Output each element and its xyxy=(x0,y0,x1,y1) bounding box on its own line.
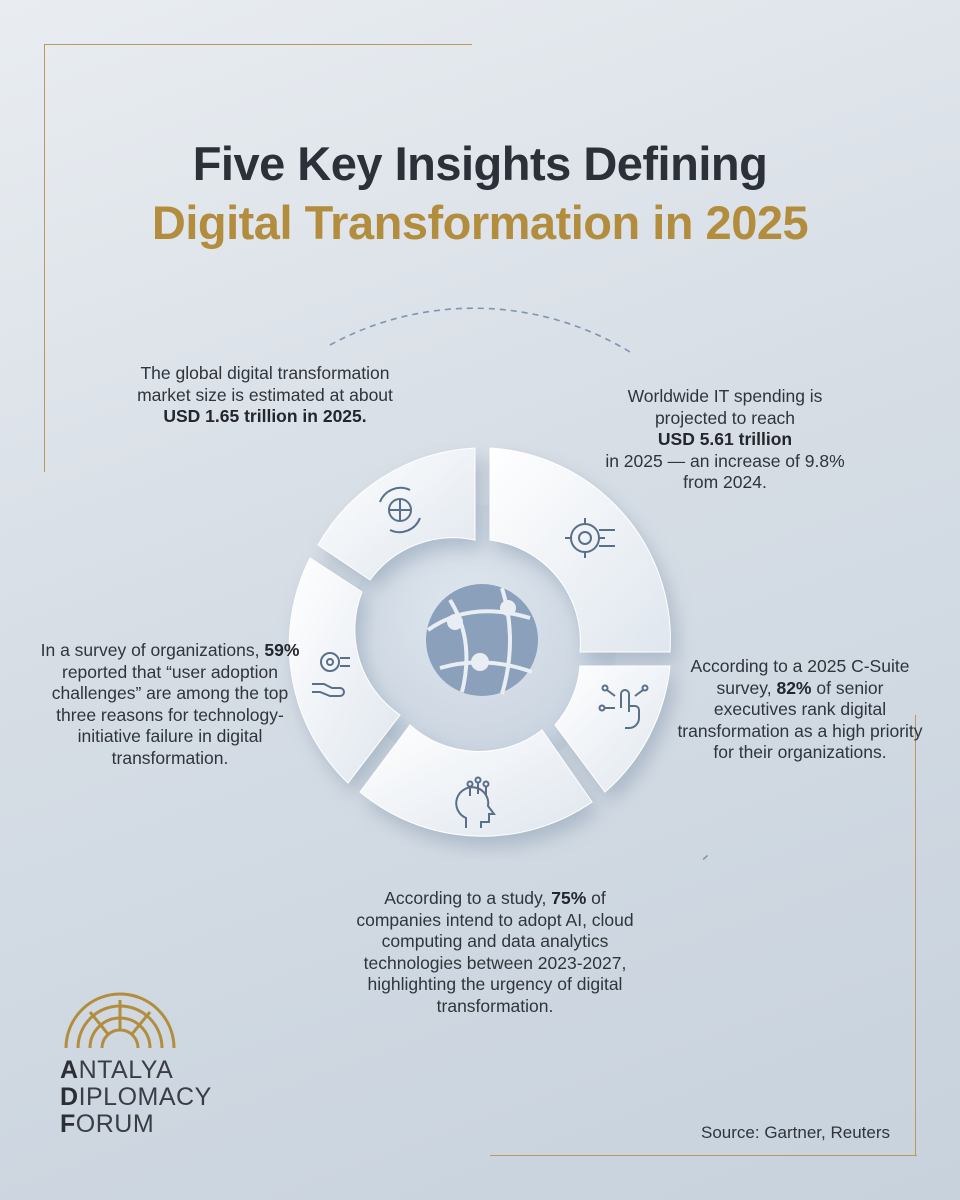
frame-line-left xyxy=(44,44,45,472)
logo-cap-f: F xyxy=(60,1110,76,1138)
insight-ai-cloud: According to a study, 75% of companies i… xyxy=(350,888,640,1017)
insight-market-size: The global digital transformation market… xyxy=(120,363,410,428)
insight-it-spending-text-end: in 2025 — an increase of 9.8% from 2024. xyxy=(605,450,845,493)
insight-it-spending: Worldwide IT spending is projected to re… xyxy=(590,386,860,494)
logo-line-diplomacy: DIPLOMACY xyxy=(60,1084,280,1111)
dashed-arc-bottom-left xyxy=(240,840,362,860)
frame-line-top xyxy=(44,44,472,45)
title-line-2: Digital Transformation in 2025 xyxy=(151,196,809,249)
ring-segment-it-spending xyxy=(489,447,671,653)
insights-ring-diagram xyxy=(240,307,709,860)
logo-rest-forum: ORUM xyxy=(75,1110,155,1138)
brain-head-icon xyxy=(455,776,496,828)
insight-csuite-survey-value: 82% xyxy=(776,677,812,698)
insight-market-size-value: USD 1.65 trillion in 2025. xyxy=(163,406,367,426)
frame-line-right xyxy=(915,715,916,1155)
ring-segment-market-size xyxy=(317,447,476,581)
logo-cap-d: D xyxy=(60,1083,79,1111)
logo-line-forum: FORUM xyxy=(60,1111,280,1138)
logo-line-antalya: ANTALYA xyxy=(60,1057,280,1084)
insight-user-adoption-text-end: reported that “user adoption challenges”… xyxy=(51,661,289,768)
insight-ai-cloud-value: 75% xyxy=(551,888,587,908)
insight-csuite-survey-text: According to a 2025 C-Suite survey, xyxy=(690,656,910,698)
insight-ai-cloud-text: According to a study, xyxy=(384,888,547,908)
insight-csuite-survey: According to a 2025 C-Suite survey, 82% … xyxy=(675,656,925,764)
insight-it-spending-text: Worldwide IT spending is projected to re… xyxy=(627,386,823,428)
dashed-arc-top xyxy=(329,307,631,353)
logo-rest-diplomacy: IPLOMACY xyxy=(78,1083,212,1111)
antalya-diplomacy-forum-logo: ANTALYA DIPLOMACY FORUM xyxy=(60,990,280,1138)
ring-segment-user-adoption xyxy=(288,557,401,784)
globe-cycle-icon xyxy=(379,486,421,534)
gear-network-icon xyxy=(565,518,615,558)
dashed-arc-bottom-right xyxy=(701,854,709,860)
insight-market-size-text: The global digital transformation market… xyxy=(137,363,393,405)
hand-gear-icon xyxy=(312,652,350,697)
insight-it-spending-value: USD 5.61 trillion xyxy=(657,429,793,449)
logo-cap-a: A xyxy=(60,1056,79,1084)
insight-user-adoption-value: 59% xyxy=(264,640,300,660)
insight-csuite-survey-text-end: of senior executives rank digital transf… xyxy=(677,677,923,763)
insight-user-adoption: In a survey of organizations, 59% report… xyxy=(40,640,300,769)
globe-network-icon xyxy=(426,584,538,696)
logo-rest-antalya: NTALYA xyxy=(78,1056,174,1084)
forum-arch-icon xyxy=(64,992,176,1049)
insight-ai-cloud-text-end: of companies intend to adopt AI, cloud c… xyxy=(356,888,634,1016)
ring-segment-csuite-survey xyxy=(554,665,671,793)
source-credit: Source: Gartner, Reuters xyxy=(701,1123,890,1142)
title-line-1: Five Key Insights Defining xyxy=(192,137,768,190)
touch-network-icon xyxy=(598,684,649,729)
frame-line-bottom xyxy=(490,1155,917,1156)
insight-user-adoption-text: In a survey of organizations, xyxy=(40,640,260,660)
